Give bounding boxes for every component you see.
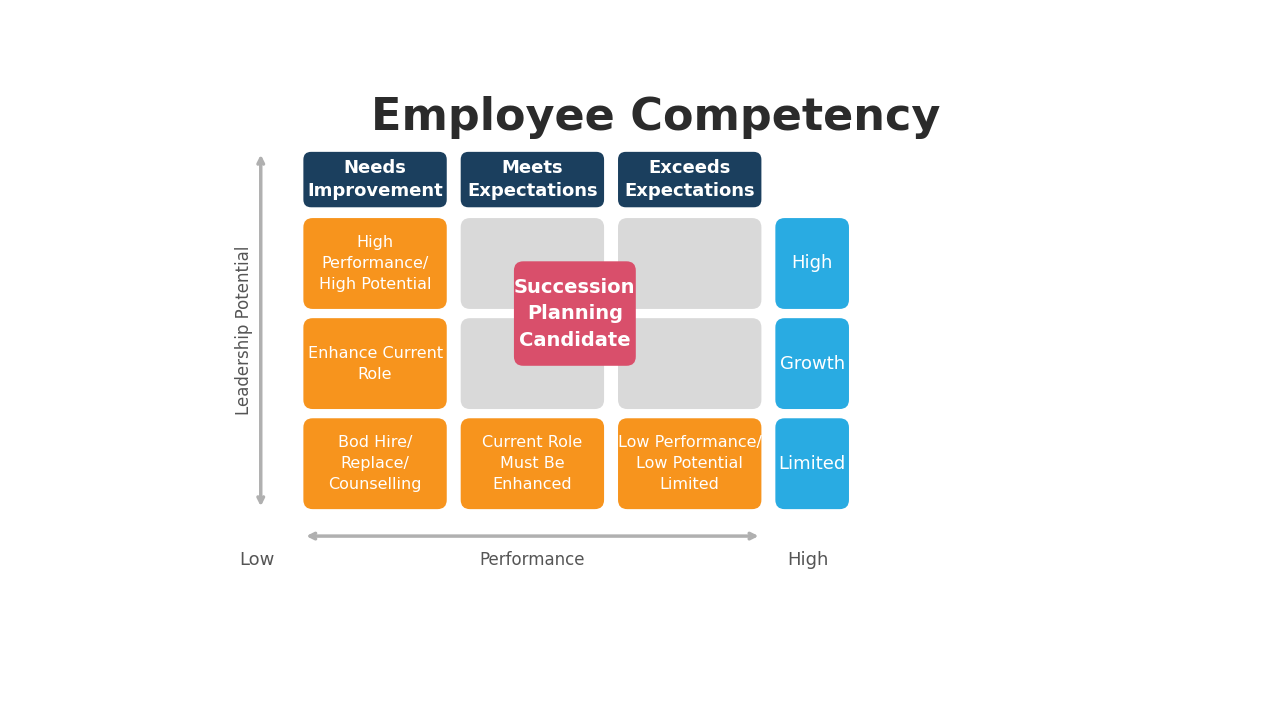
Text: Enhance Current
Role: Enhance Current Role	[307, 346, 443, 382]
Text: High: High	[791, 254, 833, 272]
FancyBboxPatch shape	[618, 418, 762, 509]
FancyBboxPatch shape	[776, 218, 849, 309]
Text: Low Performance/
Low Potential
Limited: Low Performance/ Low Potential Limited	[618, 435, 762, 492]
Text: Leadership Potential: Leadership Potential	[234, 246, 252, 415]
FancyBboxPatch shape	[618, 318, 762, 409]
Text: High
Performance/
High Potential: High Performance/ High Potential	[319, 235, 431, 292]
Text: Needs
Improvement: Needs Improvement	[307, 159, 443, 200]
FancyBboxPatch shape	[461, 218, 604, 309]
Text: Meets
Expectations: Meets Expectations	[467, 159, 598, 200]
FancyBboxPatch shape	[303, 218, 447, 309]
Text: Bod Hire/
Replace/
Counselling: Bod Hire/ Replace/ Counselling	[328, 435, 422, 492]
FancyBboxPatch shape	[618, 152, 762, 207]
FancyBboxPatch shape	[303, 418, 447, 509]
Text: High: High	[787, 552, 828, 570]
FancyBboxPatch shape	[461, 318, 604, 409]
Text: Succession
Planning
Candidate: Succession Planning Candidate	[515, 277, 636, 349]
Text: Low: Low	[239, 552, 275, 570]
Text: Performance: Performance	[480, 552, 585, 570]
Text: Current Role
Must Be
Enhanced: Current Role Must Be Enhanced	[483, 435, 582, 492]
FancyBboxPatch shape	[515, 261, 636, 366]
Text: Growth: Growth	[780, 354, 845, 373]
Text: Exceeds
Expectations: Exceeds Expectations	[625, 159, 755, 200]
FancyBboxPatch shape	[461, 418, 604, 509]
FancyBboxPatch shape	[776, 418, 849, 509]
FancyBboxPatch shape	[618, 218, 762, 309]
Text: Employee Competency: Employee Competency	[371, 96, 941, 139]
FancyBboxPatch shape	[303, 318, 447, 409]
FancyBboxPatch shape	[303, 152, 447, 207]
FancyBboxPatch shape	[461, 152, 604, 207]
Text: Limited: Limited	[778, 455, 846, 473]
FancyBboxPatch shape	[776, 318, 849, 409]
